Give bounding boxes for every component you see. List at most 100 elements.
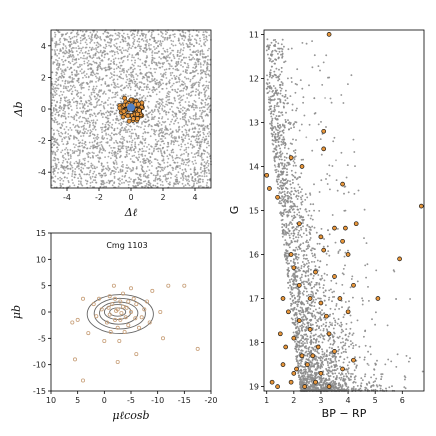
spatial-field-point [155, 106, 158, 108]
spatial-field-point [60, 177, 63, 180]
spatial-field-point [101, 131, 103, 134]
spatial-field-point [72, 182, 74, 184]
spatial-field-point [96, 100, 99, 103]
spatial-field-point [58, 144, 60, 147]
spatial-field-point [177, 144, 180, 147]
spatial-field-point [126, 129, 128, 132]
spatial-field-point [149, 94, 151, 97]
spatial-field-point [178, 98, 180, 100]
spatial-field-point [88, 141, 91, 144]
spatial-field-point [178, 55, 181, 58]
spatial-field-point [108, 67, 111, 69]
spatial-field-point [88, 135, 91, 138]
spatial-field-point [203, 164, 205, 167]
spatial-field-point [53, 133, 55, 136]
spatial-field-point [185, 77, 188, 80]
spatial-field-point [64, 97, 66, 100]
spatial-field-point [56, 150, 58, 153]
spatial-field-point [208, 81, 211, 84]
spatial-field-point [199, 62, 202, 65]
spatial-field-point [122, 120, 125, 123]
spatial-field-point [143, 128, 146, 131]
spatial-field-point [54, 94, 56, 97]
spatial-field-point [82, 135, 85, 137]
spatial-field-point [52, 129, 55, 132]
spatial-field-point [72, 54, 75, 57]
spatial-field-point [178, 125, 181, 128]
spatial-field-point [192, 106, 195, 109]
spatial-field-point [155, 47, 158, 49]
spatial-field-point [192, 163, 195, 165]
spatial-field-point [136, 74, 139, 77]
spatial-field-point [107, 89, 110, 92]
spatial-field-point [60, 135, 62, 138]
spatial-field-point [188, 130, 191, 132]
spatial-field-point [137, 43, 140, 46]
spatial-field-point [78, 159, 81, 161]
spatial-field-point [55, 109, 58, 112]
spatial-field-point [188, 35, 191, 38]
spatial-field-point [93, 170, 96, 173]
spatial-field-point [208, 34, 211, 37]
spatial-field-point [100, 126, 102, 129]
spatial-field-point [78, 160, 81, 163]
spatial-field-point [166, 31, 169, 34]
spatial-field-point [55, 93, 58, 95]
spatial-field-point [53, 90, 56, 93]
spatial-field-point [102, 147, 105, 150]
spatial-field-point [80, 180, 82, 183]
spatial-field-point [118, 45, 121, 48]
spatial-field-point [85, 110, 88, 113]
spatial-field-point [84, 74, 86, 77]
spatial-field-point [89, 129, 92, 132]
spatial-field-point [153, 46, 155, 48]
spatial-field-point [182, 83, 185, 86]
spatial-field-point [195, 41, 198, 44]
spatial-field-point [109, 42, 112, 44]
spatial-field-point [155, 52, 157, 54]
spatial-field-point [121, 135, 124, 138]
spatial-field-point [70, 155, 72, 158]
spatial-field-point [99, 174, 102, 177]
spatial-field-point [145, 88, 148, 90]
spatial-field-point [112, 119, 115, 121]
spatial-field-point [144, 180, 147, 183]
spatial-field-point [117, 52, 120, 55]
spatial-field-point [94, 52, 97, 55]
spatial-field-point [54, 170, 56, 172]
spatial-field-point [62, 44, 65, 46]
spatial-field-point [73, 176, 76, 179]
spatial-field-point [181, 138, 184, 141]
pm-ytick-label: -5 [38, 334, 46, 343]
pm-ytick-label: 5 [41, 282, 46, 291]
spatial-field-point [182, 70, 185, 73]
spatial-field-point [154, 184, 157, 187]
spatial-field-point [74, 125, 77, 127]
spatial-field-point [147, 76, 149, 78]
spatial-field-point [173, 183, 176, 186]
spatial-field-point [107, 104, 109, 106]
spatial-field-point [114, 121, 117, 124]
spatial-field-point [56, 100, 58, 103]
spatial-field-point [147, 160, 150, 163]
spatial-field-point [152, 184, 155, 187]
spatial-field-point [88, 95, 91, 97]
spatial-field-point [187, 155, 189, 157]
spatial-field-point [79, 115, 82, 118]
spatial-field-point [92, 124, 95, 127]
spatial-field-point [125, 131, 127, 134]
spatial-field-point [57, 177, 59, 180]
spatial-field-point [71, 78, 74, 81]
spatial-field-point [145, 49, 148, 52]
spatial-field-point [90, 162, 93, 165]
spatial-field-point [183, 118, 186, 121]
spatial-field-point [116, 34, 119, 36]
spatial-field-point [133, 56, 135, 59]
spatial-field-point [204, 56, 207, 58]
spatial-field-point [76, 102, 79, 105]
spatial-field-point [165, 113, 168, 116]
spatial-field-point [144, 137, 147, 140]
spatial-xtick-label: 4 [192, 193, 197, 202]
spatial-field-point [83, 70, 86, 73]
pm-xtick-label: 10 [46, 396, 56, 405]
